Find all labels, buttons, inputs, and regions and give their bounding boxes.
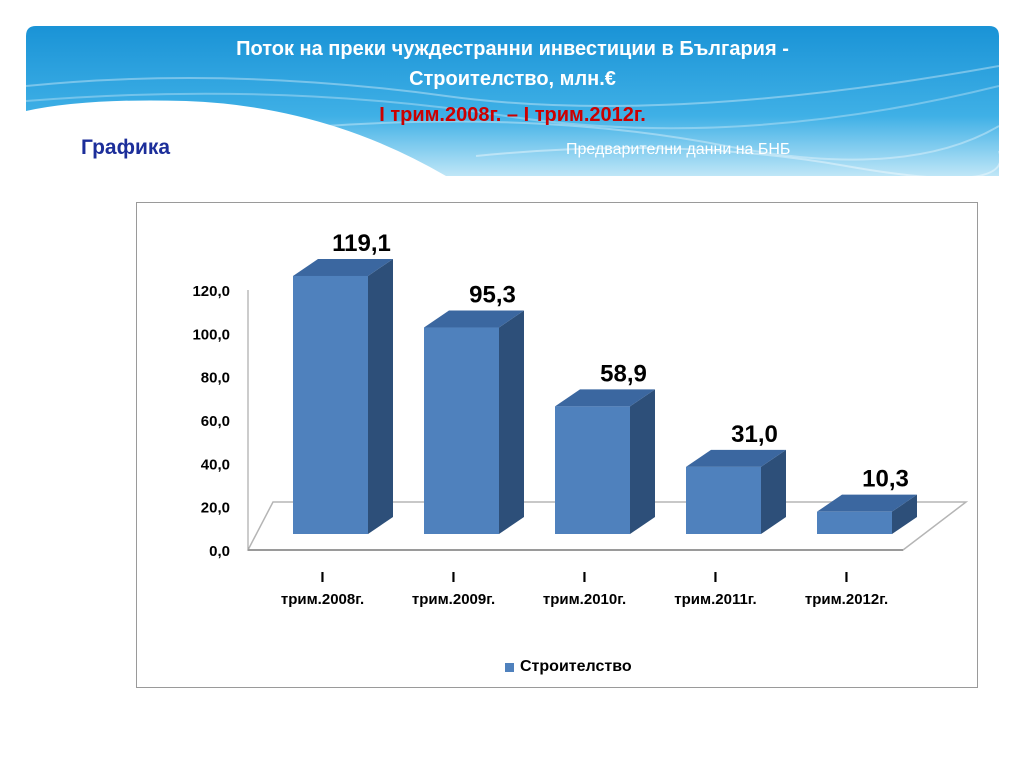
data-label: 10,3 [862, 466, 909, 493]
x-tick-label: І [713, 569, 717, 586]
bar-top [555, 389, 655, 407]
legend-swatch [505, 662, 514, 672]
bar-side [630, 389, 655, 534]
x-tick-label: І [582, 569, 586, 586]
x-tick-label: І [844, 569, 848, 586]
source-note: Предварителни данни на БНБ [566, 141, 791, 158]
section-label: Графика [81, 136, 171, 159]
header-banner [26, 26, 999, 176]
data-label: 95,3 [469, 282, 516, 309]
y-tick-label: 120,0 [192, 283, 230, 300]
bar-top [817, 494, 917, 512]
bar-side [892, 494, 917, 534]
bar [817, 511, 892, 534]
bar-side [499, 310, 524, 534]
bar-side [761, 449, 786, 534]
slide-title-line1: Поток на преки чуждестранни инвестиции в… [236, 38, 789, 60]
data-label: 58,9 [600, 360, 647, 387]
y-tick-label: 100,0 [192, 326, 230, 343]
x-tick-label: трим.2011г. [674, 591, 756, 608]
bar-top [424, 310, 524, 328]
slide-period: І трим.2008г. – І трим.2012г. [379, 104, 646, 126]
x-tick-label: трим.2012г. [805, 591, 888, 608]
slide-title-line2: Строителство, млн.€ [409, 68, 616, 90]
x-tick-label: трим.2009г. [412, 591, 495, 608]
bar [293, 275, 368, 534]
bar [424, 327, 499, 534]
bar-side [368, 258, 393, 534]
bar [686, 466, 761, 534]
y-tick-label: 40,0 [201, 456, 230, 473]
data-label: 119,1 [332, 230, 391, 257]
bar-top [293, 258, 393, 276]
x-tick-label: трим.2010г. [543, 591, 626, 608]
y-tick-label: 0,0 [209, 543, 230, 560]
x-tick-label: трим.2008г. [281, 591, 364, 608]
y-tick-label: 20,0 [201, 500, 230, 517]
x-tick-label: І [451, 569, 455, 586]
legend-label: Строителство [520, 658, 632, 675]
x-tick-label: І [320, 569, 324, 586]
bar [555, 406, 630, 534]
y-tick-label: 60,0 [201, 413, 230, 430]
legend: Строителство [505, 658, 632, 676]
y-tick-label: 80,0 [201, 370, 230, 387]
data-label: 31,0 [731, 421, 778, 448]
bar-top [686, 449, 786, 467]
